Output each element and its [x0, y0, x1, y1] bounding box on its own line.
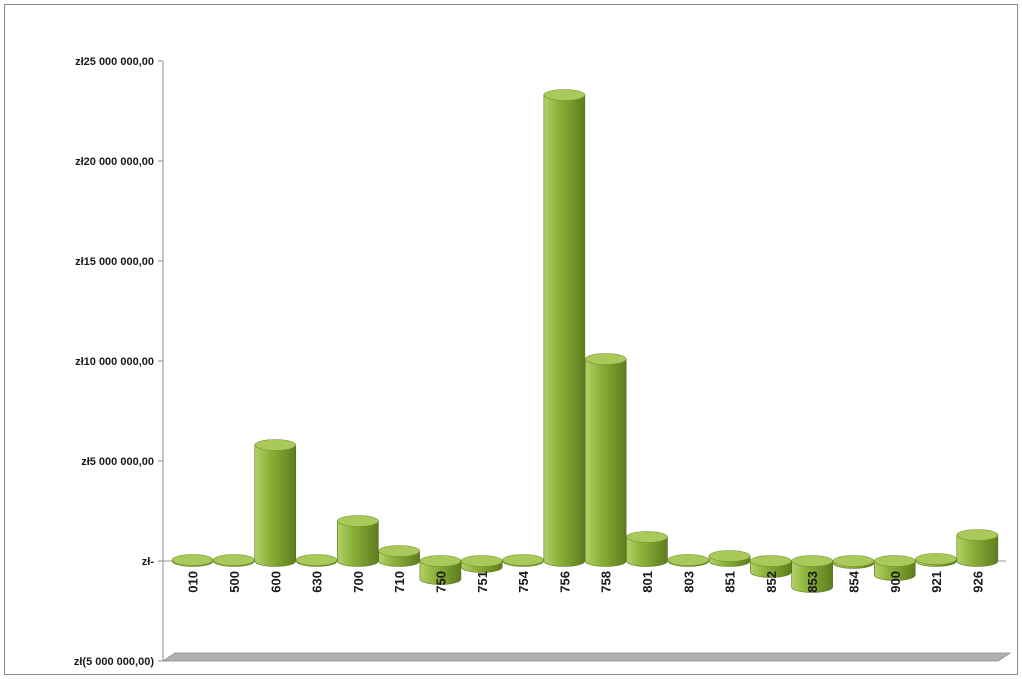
- bar: [337, 515, 379, 567]
- bar-cap: [460, 555, 503, 567]
- x-tick-label: 710: [392, 571, 407, 593]
- bar-chart: zł25 000 000,00 zł20 000 000,00 zł15 000 0…: [74, 56, 1012, 668]
- x-tick-label: 500: [227, 571, 242, 593]
- bar-body: [419, 560, 462, 585]
- bar-cap: [584, 353, 627, 365]
- x-tick-label: 750: [433, 571, 448, 593]
- bar-body: [543, 94, 586, 567]
- bar: [295, 554, 338, 567]
- bar: [667, 554, 710, 567]
- bar: [832, 555, 875, 569]
- x-tick-label: 600: [268, 571, 283, 593]
- bar-cap: [254, 439, 297, 451]
- bar-body: [791, 560, 833, 593]
- x-tick-label: 010: [186, 571, 201, 593]
- bar-cap: [626, 531, 668, 543]
- bar: [502, 554, 544, 567]
- bar-body: [584, 358, 627, 567]
- bar-cap: [915, 553, 957, 565]
- bar: [254, 439, 297, 567]
- bar-body: [254, 444, 297, 567]
- bar: [213, 554, 255, 567]
- bar: [750, 555, 792, 578]
- y-tick-label: zł15 000 000,00: [75, 256, 154, 268]
- x-tick-label: 926: [970, 571, 985, 593]
- y-tick-label: zł10 000 000,00: [75, 356, 154, 368]
- x-tick-label: 758: [599, 571, 614, 593]
- bar-cap: [708, 550, 751, 562]
- x-tick-label: 852: [764, 571, 779, 593]
- bar-cap: [832, 555, 875, 567]
- bar-cap: [543, 89, 586, 101]
- bar: [171, 554, 214, 567]
- bar-cap: [295, 554, 338, 566]
- x-tick-label: 700: [351, 571, 366, 593]
- bar: [543, 89, 586, 567]
- bar: [791, 555, 833, 593]
- bar-cap: [378, 545, 420, 557]
- bar-body: [956, 534, 999, 567]
- bar: [626, 531, 668, 567]
- bar: [956, 529, 999, 567]
- chart-frame: zł25 000 000,00 zł20 000 000,00 zł15 000 0…: [4, 4, 1018, 675]
- bar-cap: [502, 554, 544, 566]
- bar: [584, 353, 627, 567]
- bar: [708, 550, 751, 567]
- x-tick-label: 921: [929, 571, 944, 593]
- x-tick-label: 754: [516, 570, 531, 592]
- y-tick-label: zł25 000 000,00: [75, 56, 154, 68]
- bar-cap: [873, 555, 916, 567]
- bar: [378, 545, 420, 567]
- bar-body: [626, 536, 668, 567]
- y-tick-label: zł20 000 000,00: [75, 156, 154, 168]
- bar-cap: [213, 554, 255, 566]
- floor-slab: [161, 652, 1012, 662]
- bar-cap: [419, 555, 462, 567]
- x-tick-label: 751: [475, 571, 490, 593]
- bar: [915, 553, 957, 567]
- bar-cap: [337, 515, 379, 527]
- x-tick-label: 854: [846, 570, 861, 592]
- y-tick-label: zł(5 000 000,00): [74, 656, 154, 668]
- x-tick-label: 851: [723, 571, 738, 593]
- y-tick-label: zł-: [142, 556, 155, 568]
- x-tick-label: 803: [681, 571, 696, 593]
- x-tick-label: 801: [640, 571, 655, 593]
- bar-cap: [667, 554, 710, 566]
- bar-cap: [956, 529, 999, 541]
- y-tick-label: zł5 000 000,00: [81, 456, 154, 468]
- bar-body: [337, 520, 379, 567]
- bar-cap: [750, 555, 792, 567]
- x-tick-label: 630: [310, 571, 325, 593]
- bar: [460, 555, 503, 573]
- x-tick-label: 900: [888, 571, 903, 593]
- bar-cap: [791, 555, 833, 567]
- x-tick-label: 756: [557, 571, 572, 593]
- bar-cap: [171, 554, 214, 566]
- bar: [873, 555, 916, 581]
- x-tick-label: 853: [805, 571, 820, 593]
